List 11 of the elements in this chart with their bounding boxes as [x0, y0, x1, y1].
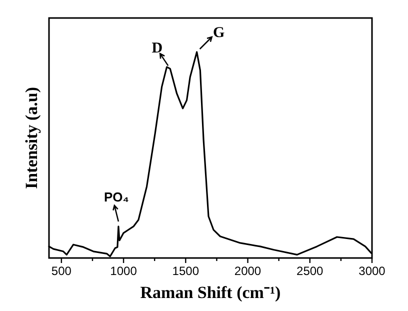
x-tick-label: 2500 [296, 264, 324, 278]
x-tick-label: 2000 [234, 264, 262, 278]
x-axis-title: Raman Shift (cm⁻¹) [140, 283, 281, 302]
x-tick-label: 1000 [110, 264, 138, 278]
annotation: PO₄ [104, 189, 129, 204]
x-tick-label: 1500 [172, 264, 200, 278]
x-tick-label: 500 [51, 264, 72, 278]
annotation: D [152, 40, 163, 57]
annotation: G [213, 24, 225, 41]
y-axis-title: Intensity (a.u) [22, 86, 41, 190]
x-tick-label: 3000 [358, 264, 386, 278]
